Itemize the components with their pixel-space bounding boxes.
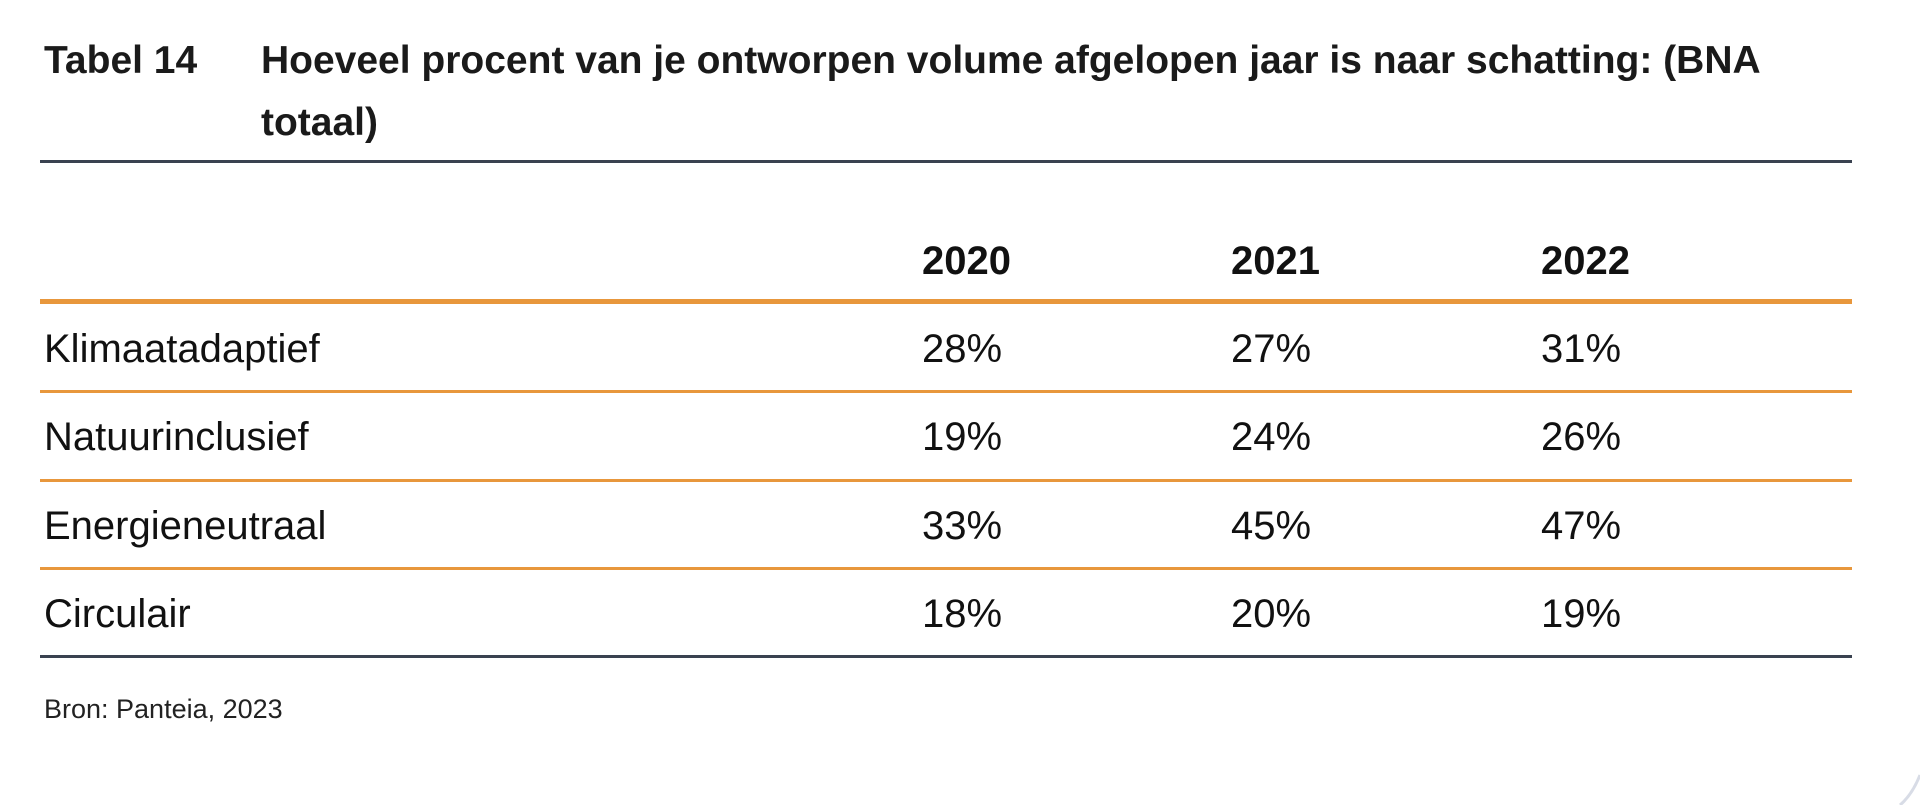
table-cell: 24% bbox=[1231, 415, 1312, 459]
table-title-block: Tabel 14 Hoeveel procent van je ontworpe… bbox=[44, 30, 1841, 154]
row-divider bbox=[40, 390, 1852, 393]
row-label-energieneutraal: Energieneutraal bbox=[44, 504, 327, 548]
table-cell: 18% bbox=[922, 592, 1003, 636]
table-cell: 26% bbox=[1541, 415, 1622, 459]
table-cell: 45% bbox=[1231, 504, 1312, 548]
table-cell: 47% bbox=[1541, 504, 1622, 548]
row-label-circulair: Circulair bbox=[44, 592, 191, 636]
table-cell: 19% bbox=[1541, 592, 1622, 636]
corner-curl-decoration bbox=[1899, 774, 1920, 805]
row-divider bbox=[40, 567, 1852, 570]
table-title: Hoeveel procent van je ontworpen volume … bbox=[261, 39, 1760, 144]
table-cell: 27% bbox=[1231, 327, 1312, 371]
table-cell: 31% bbox=[1541, 327, 1622, 371]
column-header-2020: 2020 bbox=[922, 239, 1011, 283]
bottom-rule bbox=[40, 655, 1852, 658]
table-number: Tabel 14 bbox=[44, 39, 198, 82]
row-label-klimaatadaptief: Klimaatadaptief bbox=[44, 327, 320, 371]
table-cell: 20% bbox=[1231, 592, 1312, 636]
table-cell: 19% bbox=[922, 415, 1003, 459]
header-rule bbox=[40, 299, 1852, 304]
source-note: Bron: Panteia, 2023 bbox=[44, 694, 283, 724]
table-cell: 28% bbox=[922, 327, 1003, 371]
top-rule bbox=[40, 160, 1852, 163]
row-label-natuurinclusief: Natuurinclusief bbox=[44, 415, 309, 459]
row-divider bbox=[40, 479, 1852, 482]
table-cell: 33% bbox=[922, 504, 1003, 548]
column-header-2021: 2021 bbox=[1231, 239, 1320, 283]
column-header-2022: 2022 bbox=[1541, 239, 1630, 283]
